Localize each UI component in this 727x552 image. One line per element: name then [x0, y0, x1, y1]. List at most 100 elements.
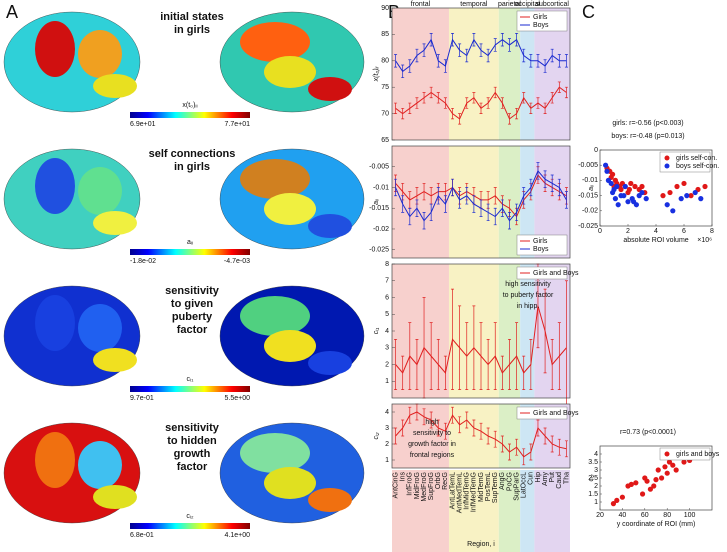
point	[655, 467, 661, 473]
y-axis-label: x(t₀)ᵢᵢ	[373, 66, 380, 82]
x-tick-label: Amy	[542, 472, 549, 487]
error-bar	[458, 43, 462, 57]
error-bar	[408, 322, 412, 390]
brain-region	[78, 30, 122, 78]
brain-title: sensitivity	[165, 285, 220, 297]
brain-title: growth	[174, 448, 211, 460]
x-tick-label: MedFroG	[421, 472, 428, 502]
y-tick-label: 5	[385, 311, 389, 318]
brain-region	[35, 295, 75, 351]
annotation: high	[425, 419, 438, 426]
error-bar	[415, 339, 419, 390]
error-bar	[500, 32, 504, 47]
panel-letter: C	[582, 2, 595, 22]
legend-box	[516, 234, 568, 256]
point	[670, 208, 676, 214]
error-bar	[429, 32, 433, 47]
point	[688, 193, 694, 199]
error-bar	[536, 419, 540, 437]
y-tick-label: -0.02	[373, 226, 389, 233]
error-bar	[394, 178, 398, 197]
x-tick-label: Ins	[400, 472, 407, 482]
error-bar	[564, 191, 568, 209]
x-tick-label: AntLatTemL	[449, 472, 456, 509]
y-tick-label: -0.025	[369, 247, 389, 254]
x-tick-label: AntMedTemL	[456, 472, 463, 513]
region-band	[448, 470, 499, 552]
y-axis-label: cᵢ₁	[373, 327, 380, 334]
error-bar	[529, 339, 533, 390]
error-bar	[415, 48, 419, 63]
y-tick-label: 4	[385, 328, 389, 335]
region-band	[392, 264, 449, 398]
error-bar	[543, 102, 547, 114]
error-bar	[465, 322, 469, 390]
error-bar	[451, 406, 455, 424]
error-bar	[493, 86, 497, 99]
error-bar	[472, 195, 476, 213]
error-bar	[443, 195, 447, 213]
error-bar	[543, 170, 547, 188]
brain-region	[240, 159, 310, 199]
error-bar	[557, 54, 561, 68]
brain-region	[35, 158, 75, 214]
error-bar	[443, 59, 447, 73]
error-bar	[507, 38, 511, 52]
brain-title: in girls	[174, 24, 210, 36]
error-bar	[422, 92, 426, 104]
error-bar	[451, 178, 455, 197]
colorbar-label: cᵢ₂	[186, 513, 194, 520]
error-bar	[408, 406, 412, 424]
point	[622, 183, 628, 190]
region-name: subcortical	[535, 1, 569, 8]
y-tick-label: -0.01	[373, 184, 389, 191]
legend-label: Boys	[533, 246, 549, 253]
y-tick-label: 2	[594, 483, 598, 490]
error-bar	[493, 430, 497, 448]
brain-region	[308, 214, 352, 238]
brain-title: sensitivity	[165, 422, 220, 434]
error-bar	[557, 178, 561, 197]
brain-title: puberty	[172, 311, 213, 323]
colorbar	[130, 523, 250, 529]
annotation: to puberty factor	[503, 292, 554, 299]
error-bar	[536, 97, 540, 109]
region-name: temporal	[460, 1, 488, 8]
point	[608, 180, 614, 187]
error-bar	[401, 419, 405, 437]
error-bar	[479, 322, 483, 390]
brain-title: factor	[177, 324, 208, 336]
region-band	[520, 146, 535, 258]
brain-title: to hidden	[167, 435, 217, 447]
error-bar	[550, 174, 554, 192]
error-bar	[451, 288, 455, 390]
legend-swatch	[664, 163, 670, 169]
error-bar	[543, 288, 547, 374]
y-tick-label: -0.005	[369, 164, 389, 171]
region-name: occipital	[515, 1, 541, 8]
region-name: frontal	[411, 1, 431, 8]
error-bar	[515, 438, 519, 456]
error-bar	[415, 199, 419, 217]
x-tick-label: 8	[710, 228, 714, 235]
y-tick-label: -0.005	[578, 162, 598, 169]
point	[639, 183, 645, 190]
point	[692, 189, 698, 196]
colorbar	[130, 249, 250, 255]
error-bar	[493, 207, 497, 226]
error-bar	[515, 322, 519, 390]
colorbar-max: -4.7e-03	[224, 258, 250, 265]
error-bar	[394, 102, 398, 114]
point	[702, 183, 708, 190]
error-bar	[458, 416, 462, 434]
error-bar	[443, 355, 447, 390]
colorbar-min: 6.9e+01	[130, 121, 156, 128]
y-tick-label: 3	[385, 425, 389, 432]
point	[615, 202, 621, 208]
y-tick-label: 3	[594, 467, 598, 474]
error-bar	[422, 182, 426, 201]
error-bar	[522, 187, 526, 205]
brain-region	[78, 167, 122, 215]
x-tick-label: 40	[619, 512, 627, 519]
